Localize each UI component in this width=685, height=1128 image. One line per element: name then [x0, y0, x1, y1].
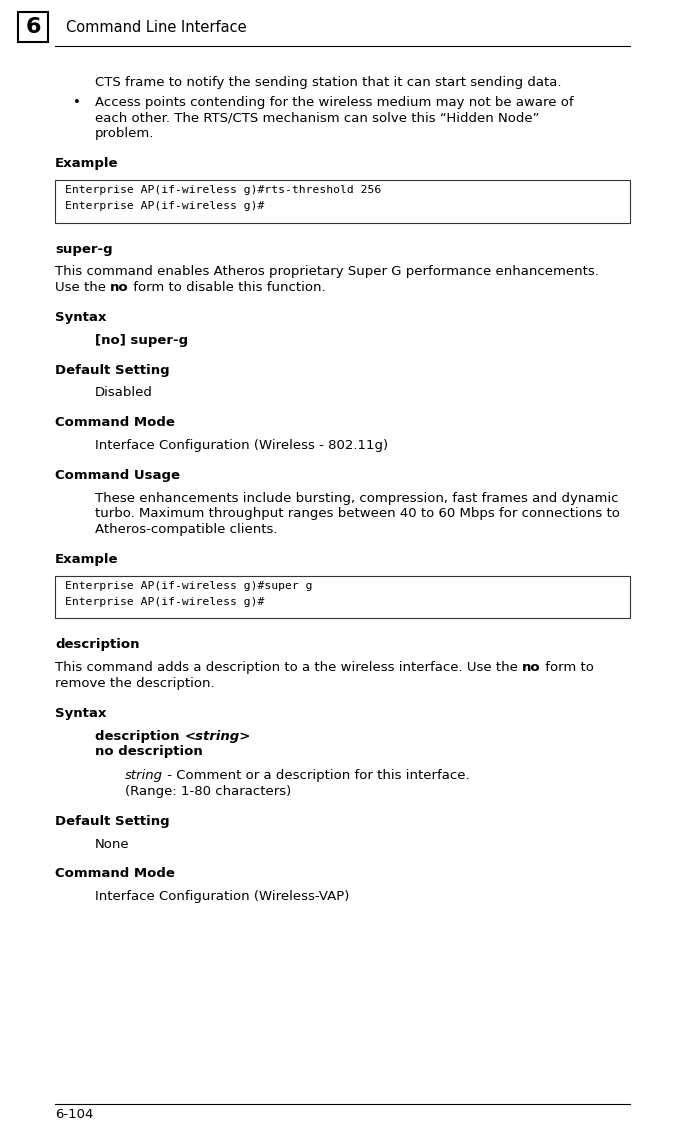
Text: Disabled: Disabled [95, 387, 153, 399]
Text: Enterprise AP(if-wireless g)#: Enterprise AP(if-wireless g)# [65, 597, 264, 607]
Text: Command Mode: Command Mode [55, 416, 175, 429]
Text: (Range: 1-80 characters): (Range: 1-80 characters) [125, 785, 291, 797]
Text: 6-104: 6-104 [55, 1108, 93, 1121]
Text: Command Usage: Command Usage [55, 469, 180, 482]
Text: problem.: problem. [95, 127, 154, 140]
Text: These enhancements include bursting, compression, fast frames and dynamic: These enhancements include bursting, com… [95, 492, 619, 504]
Bar [55, 575, 630, 618]
Text: no: no [522, 661, 540, 675]
Text: description: description [95, 730, 184, 742]
Text: Interface Configuration (Wireless - 802.11g): Interface Configuration (Wireless - 802.… [95, 439, 388, 452]
Text: - Comment or a description for this interface.: - Comment or a description for this inte… [163, 769, 470, 782]
Text: CTS frame to notify the sending station that it can start sending data.: CTS frame to notify the sending station … [95, 76, 562, 89]
Text: description: description [55, 638, 140, 651]
Text: Default Setting: Default Setting [55, 814, 170, 828]
Text: super-g: super-g [55, 243, 112, 256]
Text: Use the: Use the [55, 281, 110, 294]
Text: •: • [73, 96, 81, 108]
Text: Command Line Interface: Command Line Interface [66, 19, 247, 35]
Text: Enterprise AP(if-wireless g)#rts-threshold 256: Enterprise AP(if-wireless g)#rts-thresho… [65, 185, 382, 195]
Text: no: no [110, 281, 129, 294]
Text: string: string [125, 769, 163, 782]
Text: Syntax: Syntax [55, 311, 106, 324]
Text: no description: no description [95, 746, 203, 758]
Text: Syntax: Syntax [55, 707, 106, 720]
Text: [no] super-g: [no] super-g [95, 334, 188, 346]
Text: each other. The RTS/CTS mechanism can solve this “Hidden Node”: each other. The RTS/CTS mechanism can so… [95, 112, 540, 124]
Text: Default Setting: Default Setting [55, 363, 170, 377]
Text: form to: form to [540, 661, 594, 675]
Text: This command enables Atheros proprietary Super G performance enhancements.: This command enables Atheros proprietary… [55, 265, 599, 279]
Text: turbo. Maximum throughput ranges between 40 to 60 Mbps for connections to: turbo. Maximum throughput ranges between… [95, 508, 620, 520]
Text: Example: Example [55, 157, 119, 170]
Text: form to disable this function.: form to disable this function. [129, 281, 325, 294]
Text: Command Mode: Command Mode [55, 867, 175, 880]
Text: This command adds a description to a the wireless interface. Use the: This command adds a description to a the… [55, 661, 522, 675]
Text: Access points contending for the wireless medium may not be aware of: Access points contending for the wireles… [95, 96, 573, 108]
Text: Enterprise AP(if-wireless g)#super g: Enterprise AP(if-wireless g)#super g [65, 581, 312, 591]
Text: <string>: <string> [184, 730, 251, 742]
Text: Interface Configuration (Wireless-VAP): Interface Configuration (Wireless-VAP) [95, 890, 349, 904]
Text: Atheros-compatible clients.: Atheros-compatible clients. [95, 523, 277, 536]
Text: Enterprise AP(if-wireless g)#: Enterprise AP(if-wireless g)# [65, 201, 264, 211]
Text: Example: Example [55, 553, 119, 566]
Text: remove the description.: remove the description. [55, 677, 214, 690]
Bar [18, 12, 48, 42]
Text: None: None [95, 838, 129, 851]
Bar [55, 180, 630, 222]
Text: 6: 6 [25, 17, 40, 37]
